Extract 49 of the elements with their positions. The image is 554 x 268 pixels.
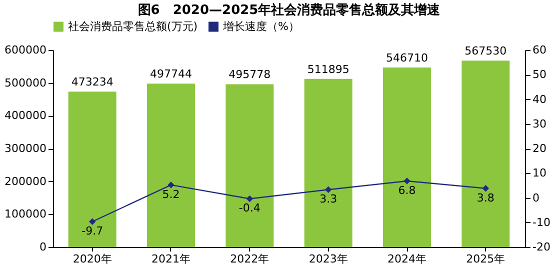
y2-tick-label: 30: [532, 117, 546, 130]
y2-tick-label: 10: [532, 166, 546, 180]
legend-label: 增长速度（%）: [222, 20, 300, 33]
y-tick-label: 300000: [4, 142, 46, 155]
y-tick-label: 0: [40, 240, 46, 254]
chart-title: 图6 2020—2025年社会消费品零售总额及其增速: [138, 2, 442, 18]
data-label: 497744: [150, 68, 192, 81]
data-label: 495778: [228, 68, 271, 82]
data-label: 6.8: [398, 184, 416, 198]
y-tick-label: 100000: [4, 208, 46, 221]
data-label: 3.3: [320, 192, 338, 206]
data-label: 3.8: [476, 191, 494, 204]
x-tick-label: 2024年: [388, 252, 426, 266]
y-tick-label: 400000: [4, 109, 46, 122]
y2-tick-label: 40: [532, 92, 546, 106]
x-tick-label: 2023年: [308, 252, 348, 266]
bar: [226, 84, 274, 247]
point: [88, 218, 96, 225]
data-label: 546710: [386, 51, 428, 64]
point: [482, 185, 490, 192]
x-tick-label: 2021年: [152, 252, 190, 266]
data-label: -0.4: [238, 202, 260, 215]
x-tick-label: 2020年: [72, 252, 112, 266]
data-label: 5.2: [162, 188, 180, 201]
bar: [462, 60, 510, 247]
bar: [383, 67, 431, 247]
bar: [147, 84, 195, 247]
x-tick-label: 2022年: [230, 252, 270, 266]
point: [246, 195, 254, 202]
bar: [304, 78, 352, 247]
y-tick-label: 200000: [4, 174, 46, 188]
point: [168, 182, 174, 188]
y2-tick-label: 0: [532, 191, 540, 204]
y2-tick-label: -10: [532, 216, 550, 229]
y2-tick-label: 60: [532, 44, 546, 56]
x-tick-label: 2025年: [466, 252, 506, 266]
bar: [68, 92, 116, 247]
y-tick-label: 500000: [4, 76, 46, 90]
point: [404, 178, 410, 184]
data-label: 511895: [307, 62, 350, 76]
data-label: -9.7: [82, 224, 104, 238]
legend-label: 社会消费品零售总额(万元): [68, 20, 198, 33]
y-tick-label: 600000: [4, 44, 46, 56]
point: [324, 186, 332, 193]
y2-tick-label: -20: [532, 240, 550, 254]
data-label: 473234: [71, 76, 114, 89]
data-label: 567530: [464, 44, 507, 58]
y2-tick-label: 20: [532, 142, 546, 155]
y2-tick-label: 50: [532, 68, 546, 82]
